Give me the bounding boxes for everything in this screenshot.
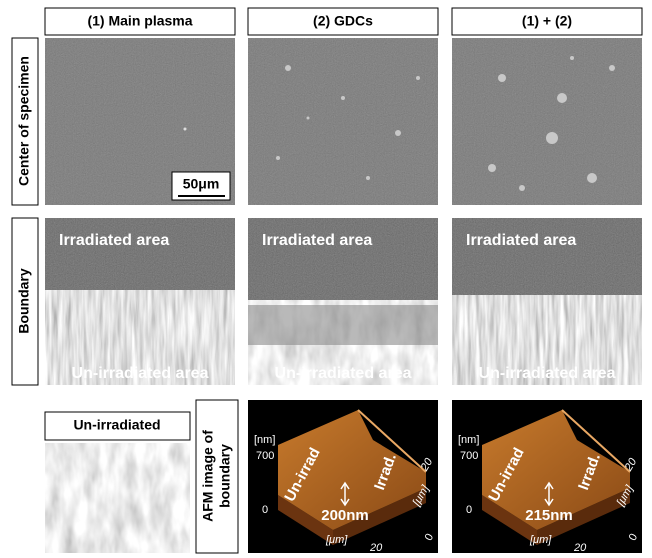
unirradiated-title: Un-irradiated	[73, 417, 160, 433]
sem-texture	[248, 38, 438, 205]
x-unit: [μm]	[325, 534, 348, 546]
z-unit: [nm]	[458, 434, 479, 446]
particle	[184, 128, 187, 131]
z-min: 0	[262, 504, 268, 516]
column-header: (1) Main plasma	[87, 13, 192, 29]
irradiated-label: Irradiated area	[262, 232, 372, 249]
afm-label: boundary	[217, 444, 233, 508]
irradiated-label: Irradiated area	[466, 232, 576, 249]
unirradiated-label: Un-irradiated area	[479, 365, 616, 382]
column-header: (2) GDCs	[313, 13, 373, 29]
unirradiated-image	[45, 443, 190, 553]
sem-texture	[452, 38, 642, 205]
unirradiated-label: Un-irradiated area	[72, 365, 209, 382]
x-max: 20	[369, 542, 383, 554]
particle	[276, 156, 280, 160]
row-label: Center of specimen	[16, 56, 32, 186]
particle	[519, 185, 525, 191]
irradiated-label: Irradiated area	[59, 232, 169, 249]
z-unit: [nm]	[254, 434, 275, 446]
particle	[395, 130, 401, 136]
step-height: 200nm	[321, 507, 369, 524]
boundary-edge	[248, 305, 438, 345]
particle	[609, 65, 615, 71]
particle	[557, 93, 567, 103]
unirradiated-label: Un-irradiated area	[275, 365, 412, 382]
particle	[488, 164, 496, 172]
figure: (1) Main plasma (2) GDCs (1) + (2) Center o…	[0, 0, 652, 558]
afm-label: AFM image of	[200, 430, 216, 522]
scale-bar-label: 50μm	[183, 176, 220, 192]
z-max: 700	[460, 450, 478, 462]
particle	[307, 117, 310, 120]
boundary-texture	[45, 218, 235, 290]
x-unit: [μm]	[529, 534, 552, 546]
particle	[285, 65, 291, 71]
boundary-texture	[248, 218, 438, 300]
particle	[416, 76, 420, 80]
particle	[546, 132, 558, 144]
x-max: 20	[573, 542, 587, 554]
particle	[570, 56, 574, 60]
page: (1) Main plasma (2) GDCs (1) + (2) Center o…	[0, 0, 652, 558]
particle	[498, 74, 506, 82]
particle	[366, 176, 370, 180]
particle	[587, 173, 597, 183]
z-max: 700	[256, 450, 274, 462]
particle	[341, 96, 345, 100]
step-height: 215nm	[525, 507, 573, 524]
z-min: 0	[466, 504, 472, 516]
row-label: Boundary	[16, 268, 32, 334]
column-header: (1) + (2)	[522, 13, 572, 29]
boundary-texture	[452, 218, 642, 295]
